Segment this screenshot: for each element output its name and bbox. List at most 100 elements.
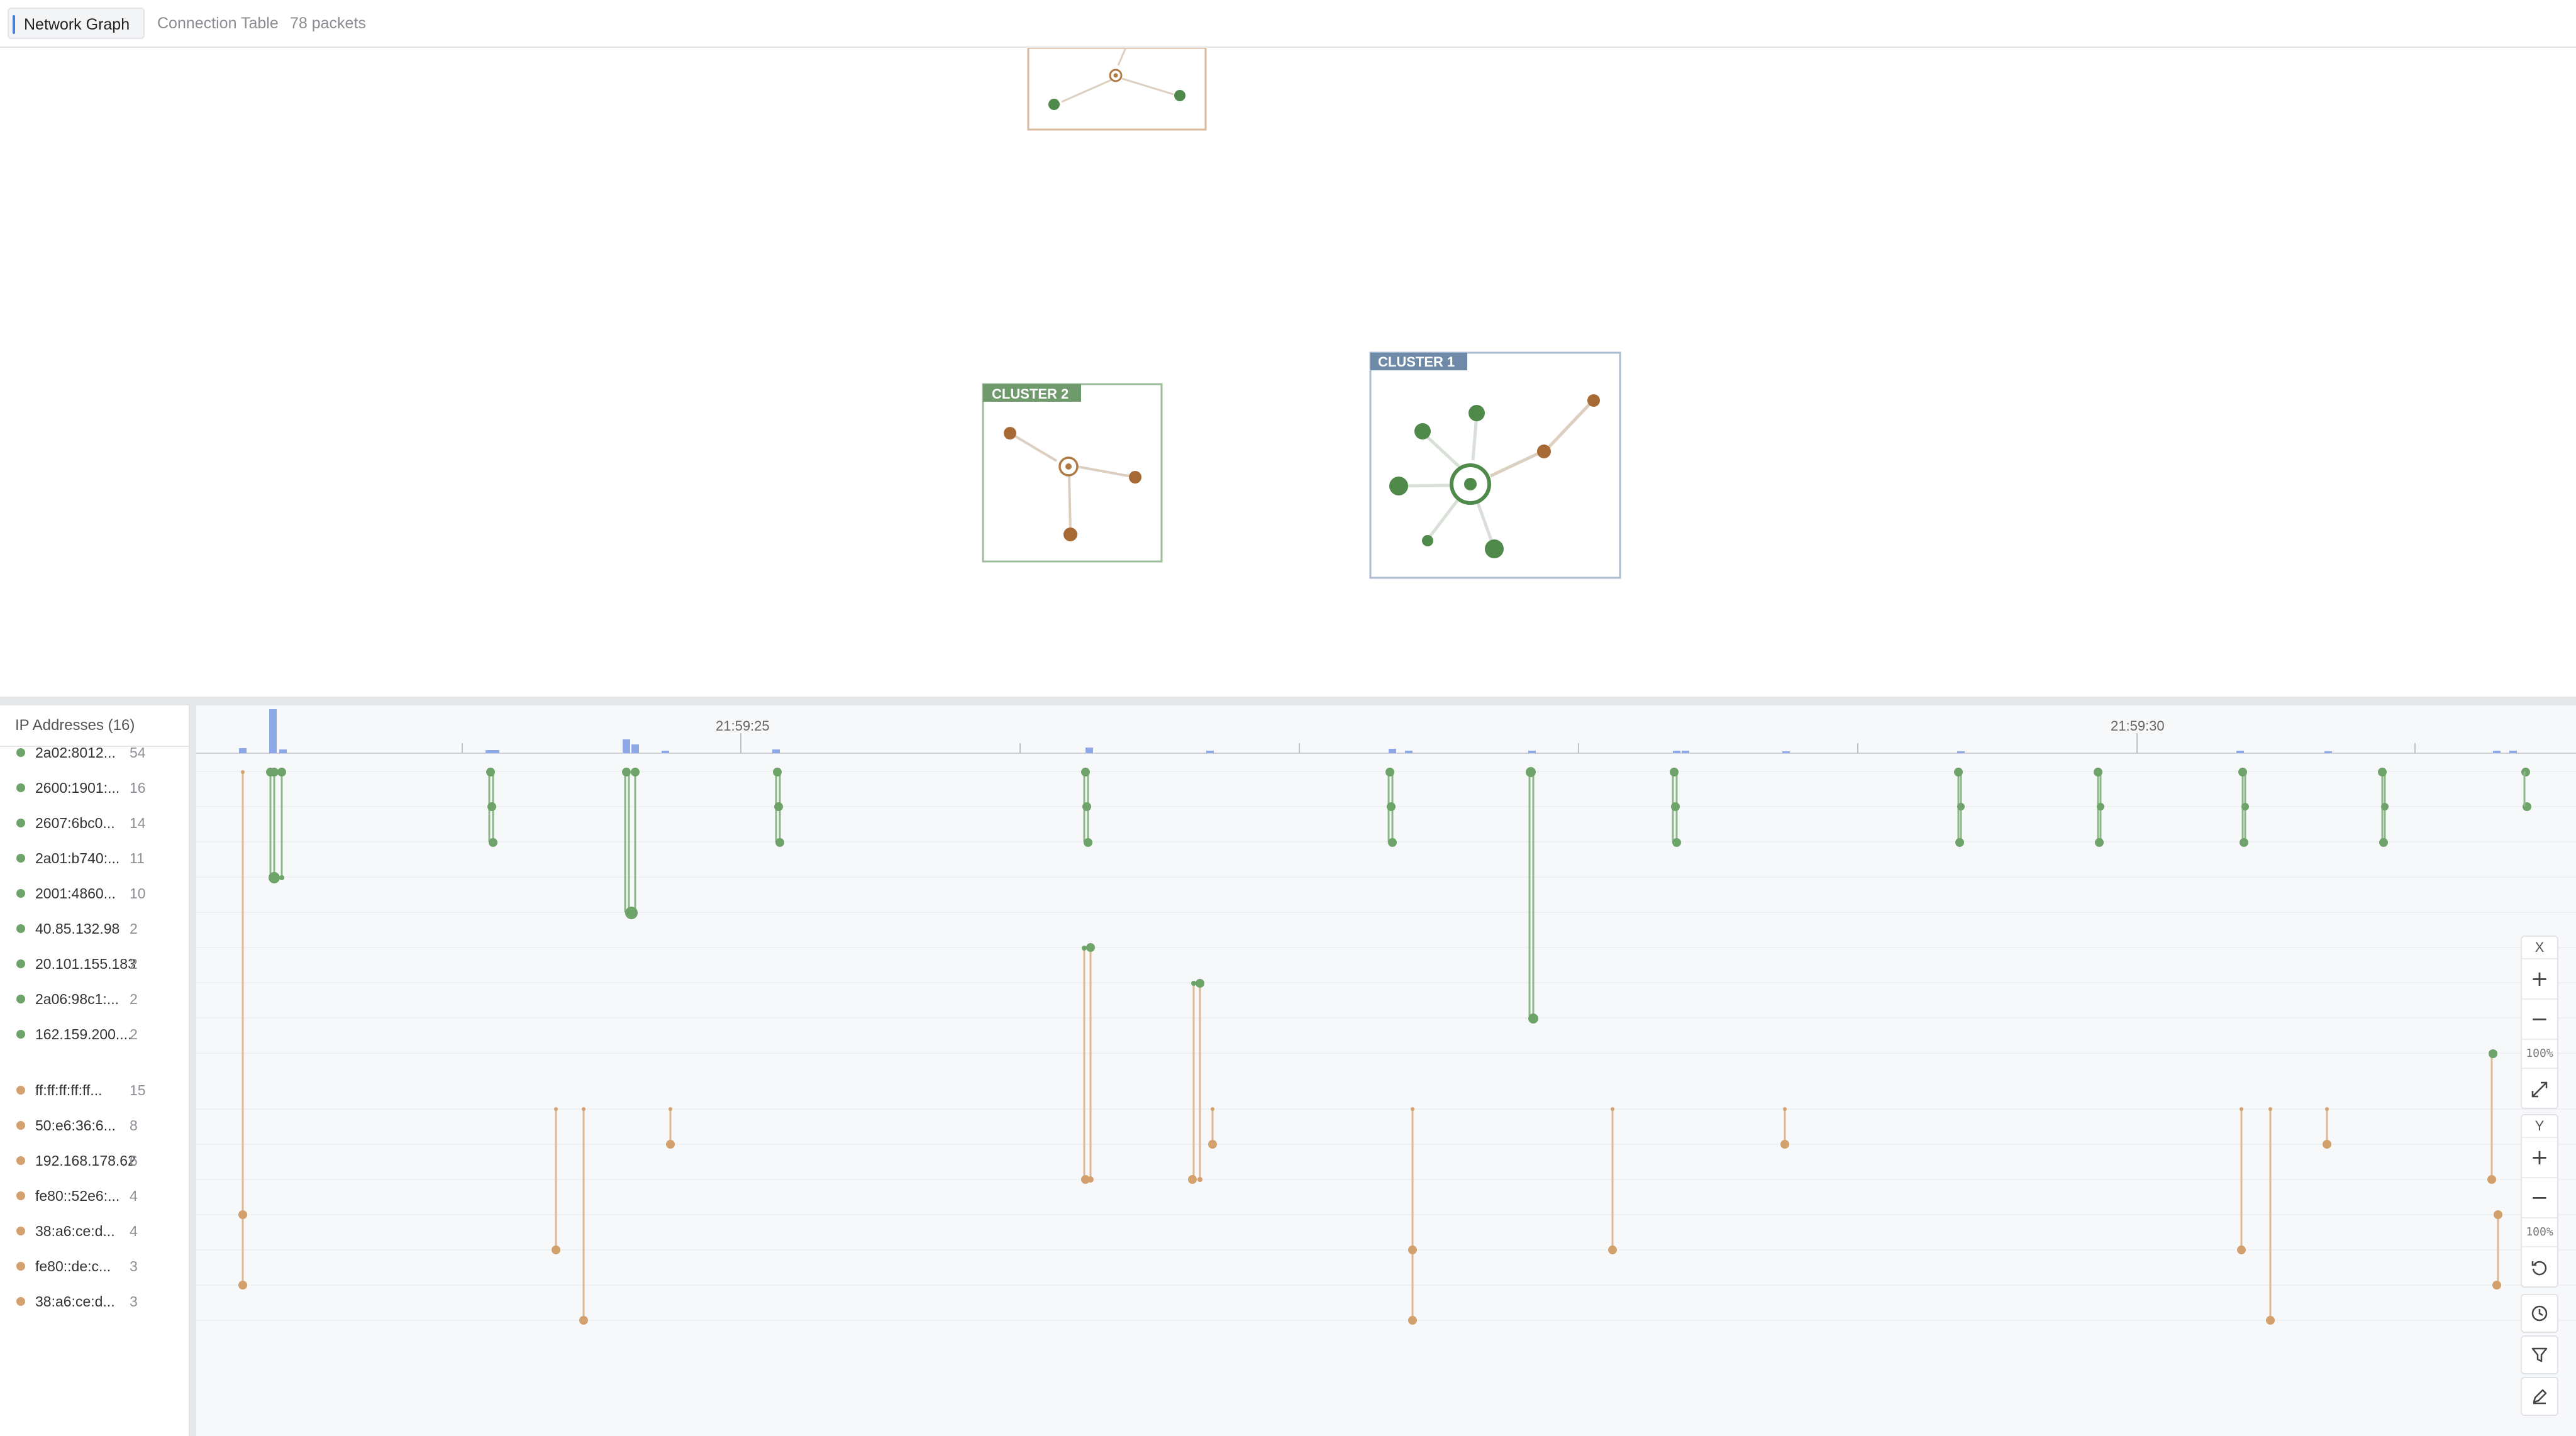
packet-dot <box>241 770 245 774</box>
ip-color-dot <box>16 1191 25 1200</box>
packet-dot <box>1387 802 1396 811</box>
annotate-button[interactable] <box>2521 1377 2558 1416</box>
ip-row[interactable]: 2a01:b740:... 11 <box>0 846 189 871</box>
ip-color-dot <box>16 1297 25 1306</box>
histogram-bar <box>1206 751 1214 753</box>
packet-dot <box>579 1316 588 1325</box>
ip-address: fe80::52e6:... <box>35 1188 120 1204</box>
ip-packet-count: 2 <box>130 1026 138 1042</box>
fit-button[interactable] <box>2522 1069 2557 1108</box>
x-zoom-in-button[interactable]: + <box>2522 959 2557 1000</box>
ip-color-dot <box>16 1030 25 1039</box>
x-axis-label: X <box>2522 937 2557 959</box>
packet-dot <box>2379 838 2388 847</box>
ip-color-dot <box>16 783 25 792</box>
y-zoom-out-button[interactable]: − <box>2522 1178 2557 1218</box>
packet-dot <box>2097 803 2104 810</box>
packet-dot <box>1082 946 1087 951</box>
packet-dot <box>1191 981 1196 986</box>
network-graph-svg[interactable]: CLUSTER 2 CLUSTER 1 <box>0 48 2576 695</box>
timeline-chart[interactable]: 21:59:25 21:59:30 <box>196 705 2576 1436</box>
packet-dot <box>1672 838 1681 847</box>
ip-address: 2600:1901:... <box>35 780 120 796</box>
packet-dot <box>669 1107 672 1111</box>
packet-dot <box>1388 838 1397 847</box>
histogram-bar <box>486 750 493 753</box>
x-zoom-out-button[interactable]: − <box>2522 1000 2557 1040</box>
ip-row[interactable]: 38:a6:ce:d... 4 <box>0 1218 189 1244</box>
clock-icon <box>2531 1305 2548 1322</box>
ip-address: 38:a6:ce:d... <box>35 1293 115 1310</box>
ip-packet-count: 14 <box>130 815 146 831</box>
tab-connection-table[interactable]: Connection Table <box>157 14 279 32</box>
ip-row[interactable]: 38:a6:ce:d... 3 <box>0 1289 189 1314</box>
packet-dot <box>277 768 286 776</box>
tab-network-graph[interactable]: Network Graph <box>8 8 145 39</box>
ip-panel-header-divider <box>0 746 189 747</box>
timeline-svg[interactable] <box>196 705 2576 1436</box>
clock-button[interactable] <box>2521 1294 2558 1333</box>
tick-label-1: 21:59:25 <box>716 718 770 734</box>
pen-icon <box>2533 1389 2547 1405</box>
ip-color-dot <box>16 1262 25 1271</box>
packet-dot <box>2487 1175 2496 1184</box>
packet-dot <box>486 768 495 776</box>
cluster-top-partial[interactable] <box>1027 48 1207 131</box>
packet-dot <box>1408 1245 1417 1254</box>
ip-address: fe80::de:c... <box>35 1258 111 1274</box>
ip-address: ff:ff:ff:ff:ff... <box>35 1082 103 1098</box>
ip-row[interactable]: ff:ff:ff:ff:ff... 15 <box>0 1078 189 1103</box>
ip-packet-count: 8 <box>130 1117 138 1134</box>
packet-dot <box>1087 1176 1094 1183</box>
packet-dot <box>2095 838 2104 847</box>
y-zoom-in-button[interactable]: + <box>2522 1138 2557 1178</box>
ip-packet-count: 15 <box>130 1082 146 1098</box>
packet-dot <box>2381 803 2389 810</box>
packet-dot <box>1084 838 1092 847</box>
ip-row[interactable]: 2607:6bc0... 14 <box>0 810 189 836</box>
fit-icon <box>2531 1081 2548 1097</box>
ip-row[interactable]: 192.168.178.62 6 <box>0 1148 189 1173</box>
packet-dot <box>666 1140 675 1149</box>
ip-row[interactable]: 2a06:98c1:... 2 <box>0 986 189 1012</box>
histogram-bar <box>1782 751 1790 753</box>
packet-dot <box>774 802 783 811</box>
ip-row[interactable]: fe80::52e6:... 4 <box>0 1183 189 1208</box>
ip-packet-count: 4 <box>130 1188 138 1204</box>
cluster-2-label: CLUSTER 2 <box>992 386 1069 402</box>
ip-packet-count: 4 <box>130 1223 138 1239</box>
ip-packet-count: 2 <box>130 991 138 1007</box>
panel-divider[interactable] <box>0 697 2576 705</box>
packet-dot <box>2378 768 2387 776</box>
ip-row[interactable]: 162.159.200.... 2 <box>0 1022 189 1047</box>
packet-dot <box>2268 1107 2272 1111</box>
ip-row[interactable]: 50:e6:36:6... 8 <box>0 1113 189 1138</box>
packet-dot <box>2492 1281 2501 1290</box>
histogram-bar <box>2509 751 2517 753</box>
ip-row[interactable]: 2001:4860... 10 <box>0 881 189 906</box>
ip-address-panel: IP Addresses (16) 2a02:8012... 54 2600:190… <box>0 705 190 1436</box>
cluster-1[interactable] <box>1369 351 1621 579</box>
packet-dot <box>2325 1107 2329 1111</box>
ip-address: 2a01:b740:... <box>35 850 120 866</box>
network-graph-canvas[interactable]: CLUSTER 2 CLUSTER 1 <box>0 48 2576 695</box>
ip-row[interactable]: 2600:1901:... 16 <box>0 775 189 800</box>
ip-row[interactable]: 40.85.132.98 2 <box>0 916 189 941</box>
packet-dot <box>269 872 280 883</box>
packet-dot <box>1208 1140 1217 1149</box>
packet-dot <box>1526 767 1536 777</box>
y-zoom-controls: Y + − 100% <box>2521 1114 2558 1288</box>
filter-button[interactable] <box>2521 1335 2558 1374</box>
packet-dot <box>1196 979 1204 988</box>
cluster-2[interactable] <box>982 383 1163 563</box>
y-axis-label: Y <box>2522 1115 2557 1138</box>
ip-row[interactable]: 20.101.155.183 2 <box>0 951 189 976</box>
ip-row[interactable]: fe80::de:c... 3 <box>0 1254 189 1279</box>
panel-gap <box>190 705 196 1436</box>
reset-button[interactable] <box>2522 1247 2557 1286</box>
ip-row[interactable]: 2a02:8012... 54 <box>0 740 189 765</box>
packet-dot <box>2240 1107 2243 1111</box>
ip-color-dot <box>16 819 25 827</box>
packet-dot <box>489 838 497 847</box>
ip-packet-count: 11 <box>130 850 145 866</box>
